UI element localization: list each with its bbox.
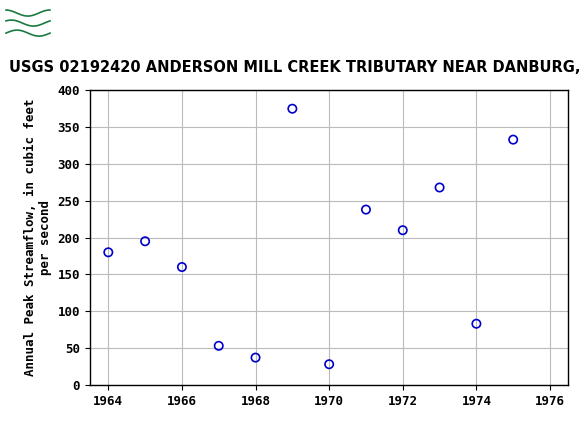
Text: USGS: USGS — [60, 11, 137, 35]
Text: USGS 02192420 ANDERSON MILL CREEK TRIBUTARY NEAR DANBURG, GA: USGS 02192420 ANDERSON MILL CREEK TRIBUT… — [9, 60, 580, 75]
Point — [288, 105, 297, 112]
Point — [435, 184, 444, 191]
Point — [472, 320, 481, 327]
Point — [324, 361, 334, 368]
Point — [398, 227, 407, 233]
Point — [361, 206, 371, 213]
Bar — [4, 3, 52, 42]
Point — [177, 264, 187, 270]
Point — [214, 342, 223, 349]
Point — [140, 238, 150, 245]
Y-axis label: Annual Peak Streamflow, in cubic feet
per second: Annual Peak Streamflow, in cubic feet pe… — [24, 99, 52, 376]
Point — [104, 249, 113, 256]
Point — [251, 354, 260, 361]
Point — [509, 136, 518, 143]
